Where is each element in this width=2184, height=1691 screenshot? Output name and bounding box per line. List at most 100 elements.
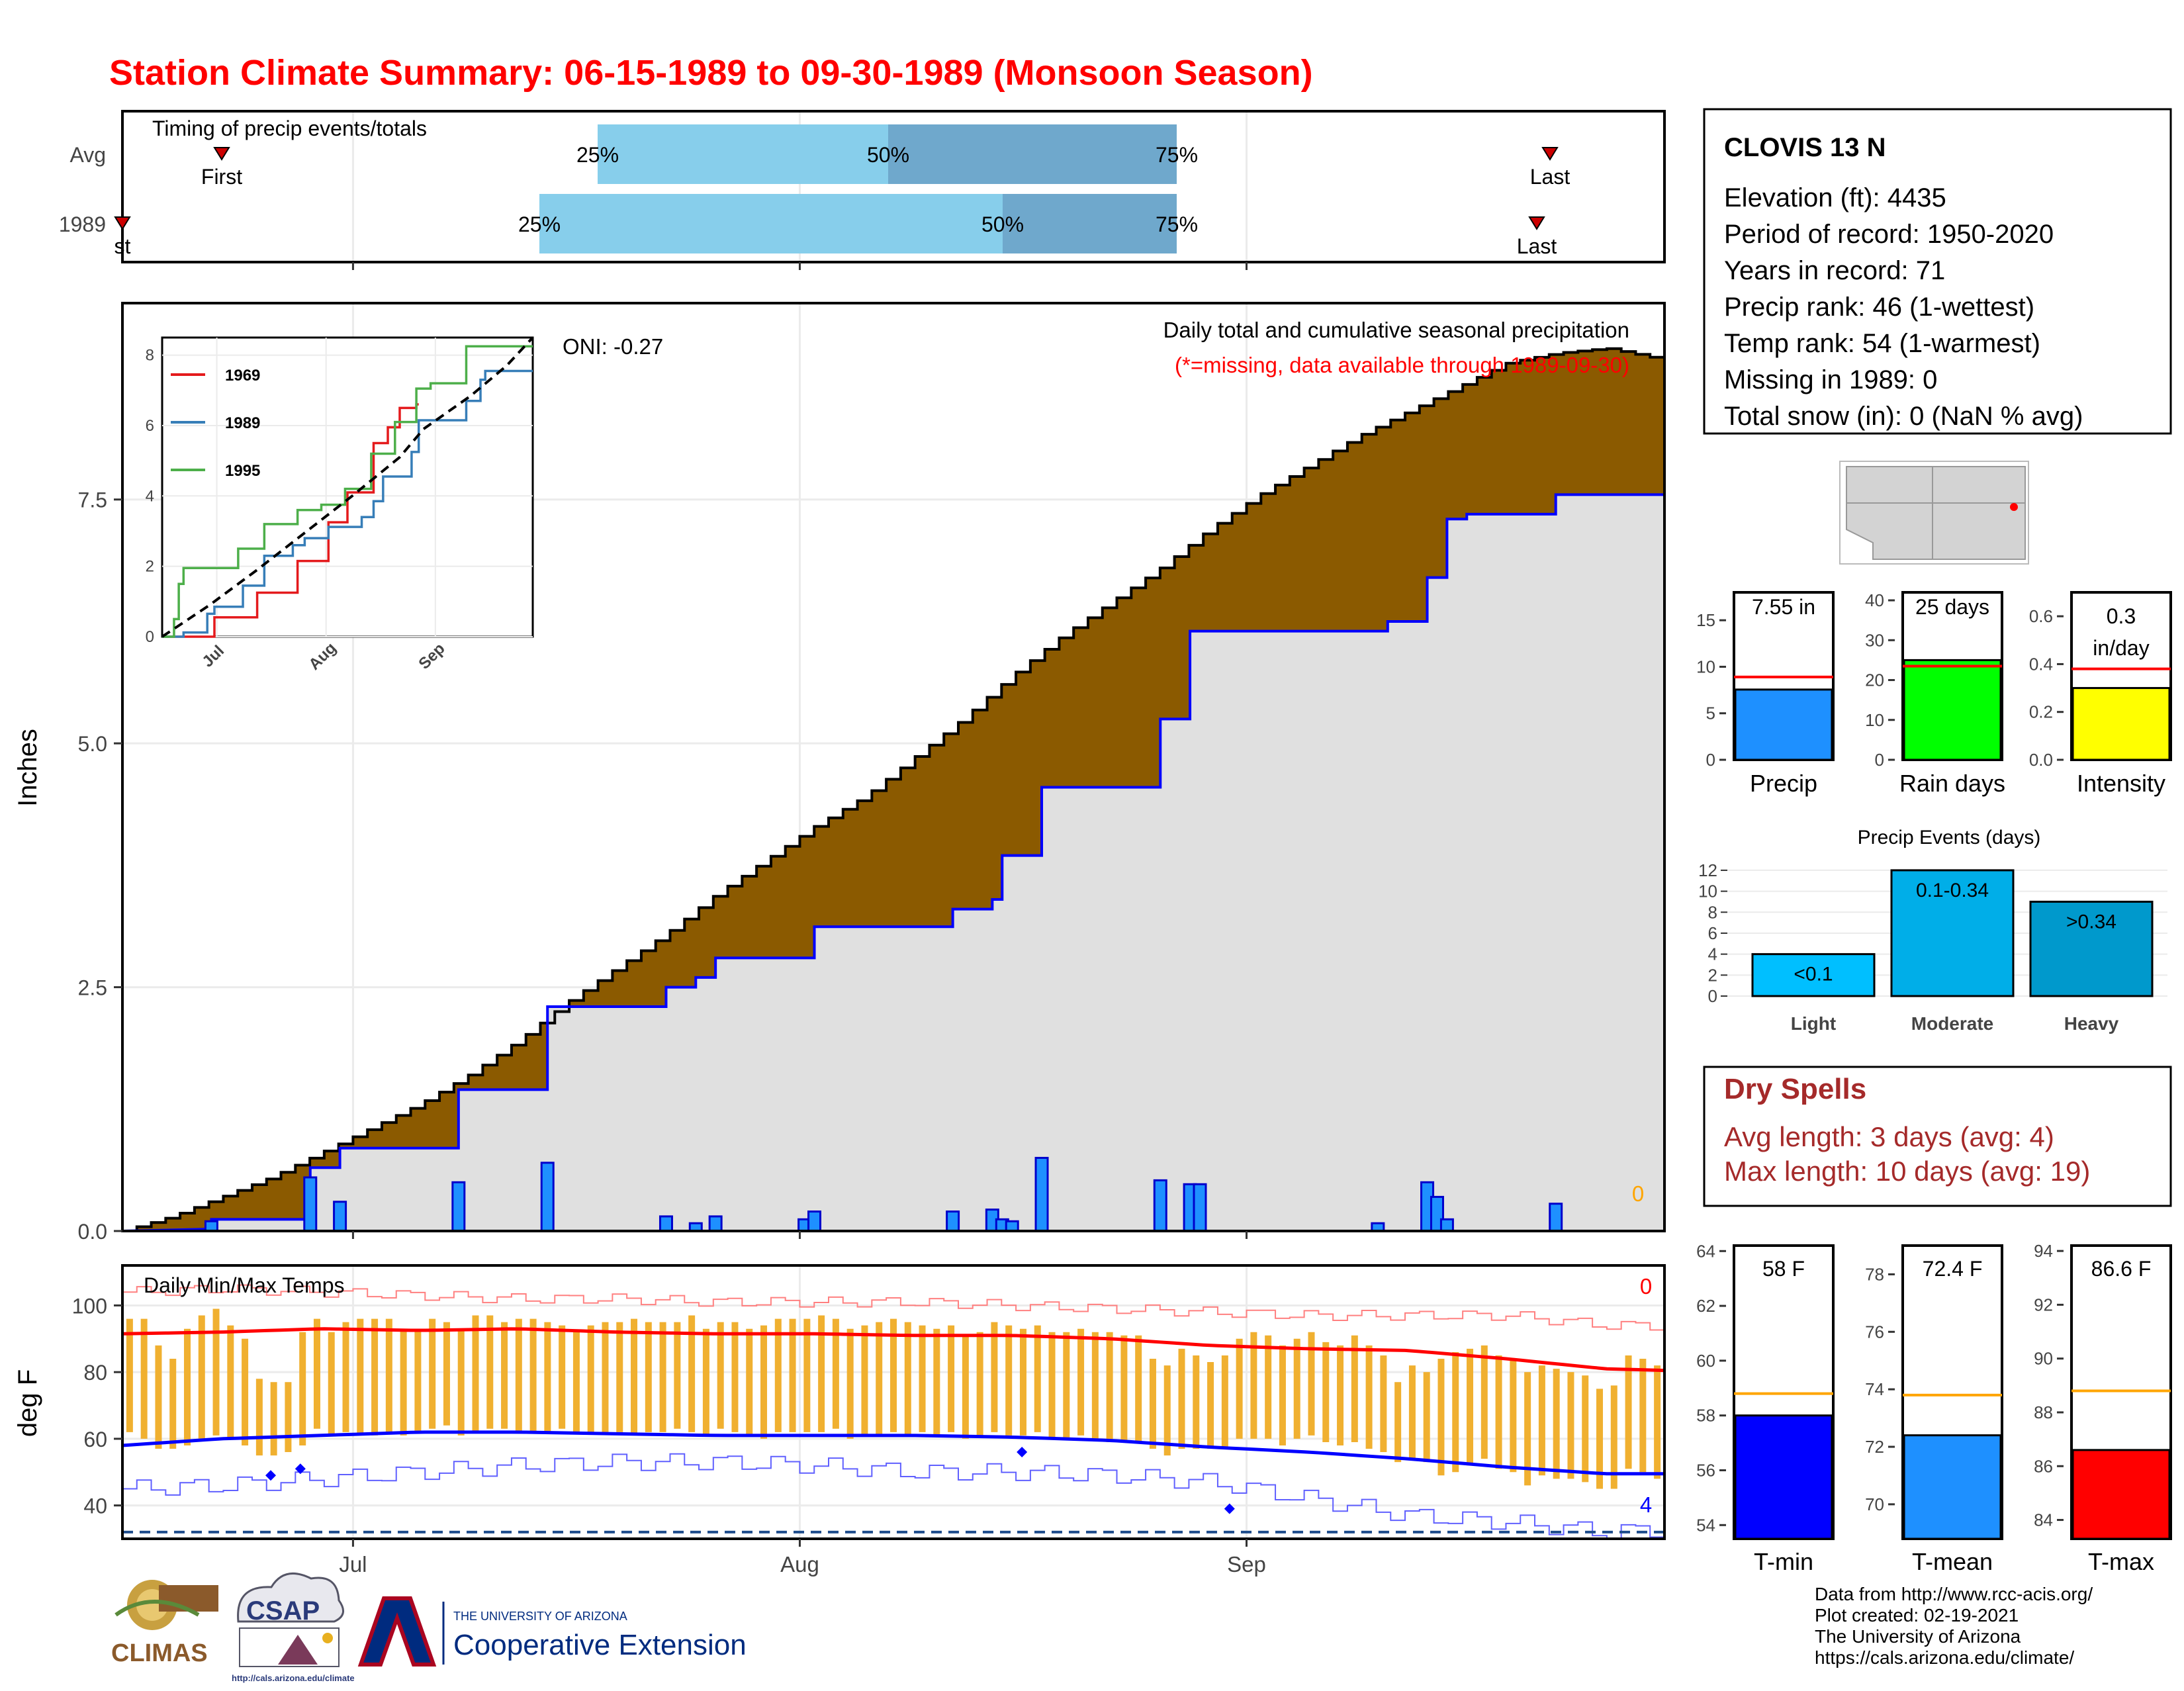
inset-ytick-label: 6 — [146, 417, 154, 435]
events-bar-heavy — [2029, 900, 2154, 997]
summary-value-label: 25 days — [1915, 595, 1989, 619]
timing-p75: 75% — [1156, 143, 1198, 167]
tempsum-ytick-label: 92 — [2034, 1295, 2053, 1314]
temp-panel: 40 60 80 100 deg F Daily Min/Max Temps 0 4 — [13, 1264, 1666, 1540]
tempsum-ytick-label: 58 — [1696, 1406, 1715, 1426]
daily-precip-bar — [659, 1215, 673, 1232]
daily-precip-bar — [1439, 1218, 1454, 1232]
temp-ytick-label: 40 — [83, 1494, 107, 1518]
x-tick-label: Jul — [339, 1552, 367, 1577]
dry-spells-box — [1703, 1066, 2172, 1207]
tempsum-ytick-label: 64 — [1696, 1241, 1715, 1261]
precip-ytick-label: 2.5 — [78, 976, 107, 1000]
timing-title: Timing of precip events/totals — [152, 116, 427, 140]
timing-last-marker — [1528, 216, 1545, 230]
summary-ytick-label: 30 — [1865, 630, 1884, 650]
station-location-marker — [2010, 503, 2018, 511]
inset-series-1969 — [162, 403, 419, 638]
inset-legend-label: 1995 — [225, 462, 260, 480]
daily-precip-bar — [1153, 1179, 1167, 1232]
inset-series-1995 — [162, 345, 533, 638]
avg-min-line — [122, 1430, 1664, 1476]
tempsum-ytick-label: 76 — [1865, 1322, 1884, 1342]
events-bar-label: <0.1 — [1794, 964, 1833, 985]
summary-category-label: Precip — [1750, 770, 1817, 797]
timing-first-marker — [213, 147, 230, 161]
timing-row-label: Avg — [69, 143, 106, 167]
daily-precip-bar — [451, 1181, 466, 1232]
temp-frame — [121, 1264, 1666, 1540]
footer-university: The University of Arizona — [1815, 1626, 2021, 1647]
timing-bar-lower — [598, 124, 888, 184]
daily-precip-bar — [540, 1162, 555, 1232]
timing-last-label: Last — [1517, 234, 1557, 258]
summary-ytick-label: 10 — [1696, 657, 1715, 676]
timing-panel: Avg 25% 50% 75% First Last 1989 25% 50% 75% st Last… — [59, 110, 1666, 263]
tempsum-ytick-label: 84 — [2034, 1510, 2053, 1530]
daily-precip-bar — [303, 1176, 318, 1232]
summary-ytick-label: 0.0 — [2029, 750, 2053, 770]
events-ytick-label: 4 — [1708, 944, 1717, 964]
page-title: Station Climate Summary: 06-15-1989 to 0… — [109, 53, 1313, 93]
events-ytick-label: 2 — [1708, 965, 1717, 985]
summary-value-label: 7.55 in — [1752, 595, 1815, 619]
temp-top-count: 0 — [1640, 1274, 1652, 1299]
temp-bottom-count: 4 — [1640, 1492, 1652, 1517]
events-category-label: Light — [1791, 1013, 1836, 1034]
station-name: CLOVIS 13 N — [1724, 133, 1886, 162]
timing-p25: 25% — [576, 143, 619, 167]
timing-bar-lower — [539, 194, 1003, 253]
timing-last-label: Last — [1530, 165, 1570, 189]
timing-first-label: First — [201, 165, 242, 189]
precip-missing-note: (*=missing, data available through 1989-… — [1175, 353, 1629, 377]
tempsum-ytick-label: 74 — [1865, 1379, 1884, 1399]
timing-first-marker — [114, 216, 131, 230]
events-category-label: Moderate — [1911, 1013, 1993, 1034]
inset-ytick-label: 2 — [146, 558, 154, 576]
dry-spells-max: Max length: 10 days (avg: 19) — [1724, 1156, 2090, 1187]
daily-precip-bar — [807, 1211, 822, 1232]
precip-events-title: Precip Events (days) — [1858, 827, 2041, 848]
summary-bar-intensity — [2071, 687, 2171, 761]
tempsum-value-label: 58 F — [1762, 1257, 1805, 1281]
avg-cumulative-line — [122, 347, 1666, 1232]
events-bar-moderate — [1890, 869, 2015, 997]
temp-ytick-label: 80 — [83, 1361, 107, 1385]
timing-row-label: 1989 — [59, 212, 106, 236]
tempsum-ytick-label: 78 — [1865, 1264, 1884, 1284]
precip-frame — [121, 302, 1666, 1232]
daily-precip-bar — [708, 1215, 723, 1232]
precip-ylabel: Inches — [13, 729, 42, 807]
tempsum-bar-t-min — [1734, 1414, 1833, 1540]
timing-p75: 75% — [1156, 212, 1198, 236]
ua-small-wordmark: THE UNIVERSITY OF ARIZONA — [453, 1610, 627, 1623]
observed-cumulative-area — [122, 494, 1664, 1231]
events-bar-label: >0.34 — [2066, 911, 2116, 933]
temp-ylabel: deg F — [13, 1369, 42, 1437]
events-ytick-label: 10 — [1698, 882, 1717, 901]
inset-ytick-label: 8 — [146, 347, 154, 365]
daily-precip-bar — [1193, 1183, 1207, 1232]
summary-ytick-label: 0.2 — [2029, 702, 2053, 722]
tempsum-ytick-label: 88 — [2034, 1402, 2053, 1422]
ua-logo: THE UNIVERSITY OF ARIZONA Cooperative Ex… — [357, 1596, 747, 1667]
x-axis: Jul Aug Sep — [339, 262, 1266, 1577]
inset-legend-label: 1969 — [225, 367, 260, 385]
observed-cumulative-line — [122, 493, 1664, 1232]
timing-first-label: st — [114, 234, 131, 258]
events-category-label: Heavy — [2064, 1013, 2119, 1034]
events-ytick-label: 8 — [1708, 902, 1717, 922]
station-missing: Missing in 1989: 0 — [1724, 365, 1937, 394]
events-bar-label: 0.1-0.34 — [1916, 880, 1989, 901]
csap-url: http://cals.arizona.edu/climate — [232, 1673, 355, 1683]
summary-bars: 0 5 10 15 7.55 in Precip 0 10 20 30 40 25 days Rain … — [1696, 590, 2172, 797]
climas-logo: CLIMAS — [111, 1580, 218, 1667]
temp-title: Daily Min/Max Temps — [144, 1273, 344, 1297]
inset-legend-label: 1989 — [225, 414, 260, 432]
summary-category-label: Intensity — [2077, 770, 2165, 797]
tempsum-ytick-label: 54 — [1696, 1515, 1715, 1535]
x-tick-label: Sep — [1227, 1552, 1266, 1577]
footer-source: Data from http://www.rcc-acis.org/ — [1815, 1584, 2093, 1604]
